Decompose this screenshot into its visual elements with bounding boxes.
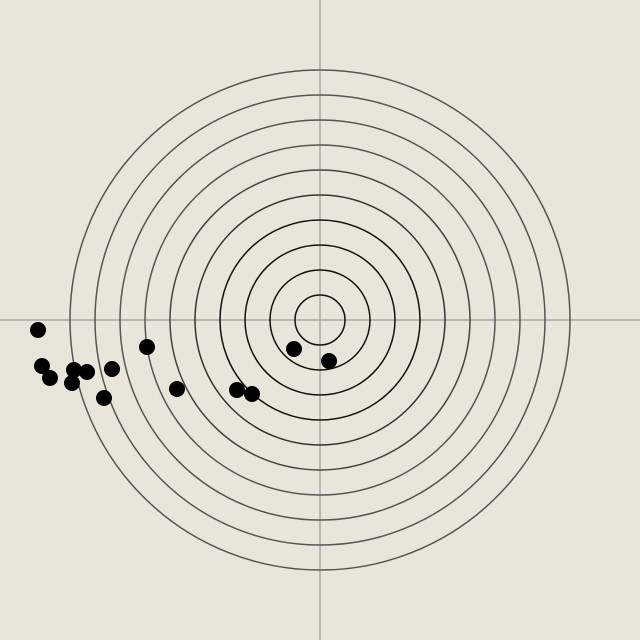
ring [219, 219, 421, 421]
shots [30, 322, 337, 406]
ring [244, 244, 396, 396]
shot-hole [244, 386, 260, 402]
ring [194, 194, 446, 446]
ring [119, 119, 521, 521]
shot-hole [229, 382, 245, 398]
shot-hole [104, 361, 120, 377]
ring [294, 294, 346, 346]
rings [69, 69, 571, 571]
ring [269, 269, 371, 371]
shot-hole [30, 322, 46, 338]
shot-hole [169, 381, 185, 397]
ring [69, 69, 571, 571]
shot-hole [34, 358, 50, 374]
ring [94, 94, 546, 546]
ring [144, 144, 496, 496]
shot-hole [96, 390, 112, 406]
ring [169, 169, 471, 471]
shot-hole [321, 353, 337, 369]
shot-hole [42, 370, 58, 386]
shot-hole [64, 375, 80, 391]
shot-hole [286, 341, 302, 357]
shot-hole [139, 339, 155, 355]
shot-hole [79, 364, 95, 380]
shot-hole [66, 362, 82, 378]
